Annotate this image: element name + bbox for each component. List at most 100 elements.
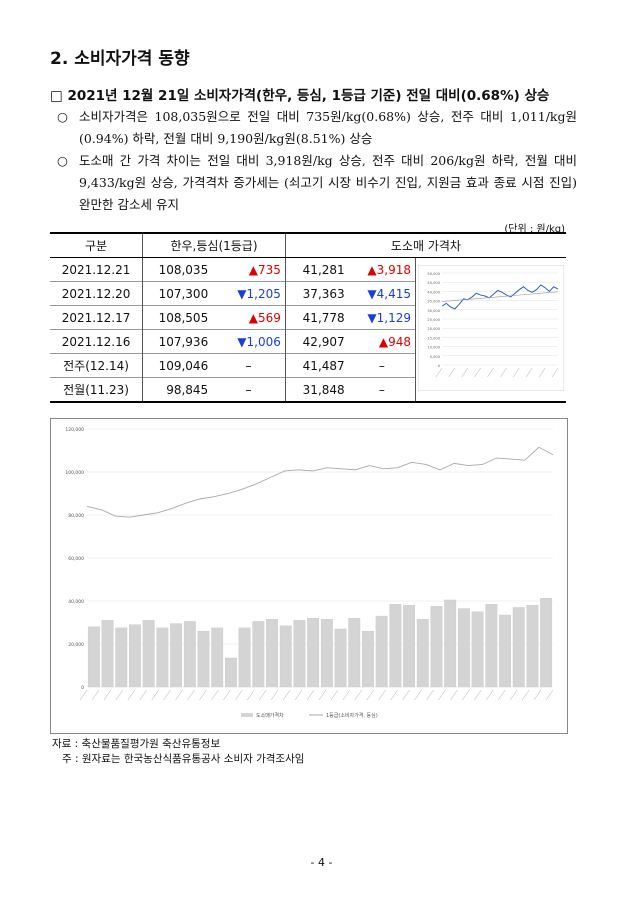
gap-bar: [266, 619, 278, 688]
bullet-price-gap: ○ 도소매 간 가격 차이는 전일 대비 3,918원/kg 상승, 전주 대비…: [57, 150, 577, 216]
gap-bar: [334, 628, 347, 688]
hanwoo-price: 108,035: [142, 257, 213, 282]
x-tick-mark: [545, 689, 554, 701]
gap-bar: [211, 627, 224, 688]
gap-bar: [348, 618, 361, 688]
y-tick-label: 50,000: [427, 272, 440, 276]
hanwoo-price: 109,046: [142, 353, 213, 378]
gap-bar: [238, 627, 251, 688]
x-tick-mark: [521, 689, 530, 701]
x-tick-mark: [354, 689, 363, 701]
y-tick-label: 40,000: [427, 290, 440, 294]
x-tick-mark: [498, 689, 506, 701]
hanwoo-change: –: [245, 358, 252, 373]
trend-line: [441, 291, 559, 302]
gap-change: –: [378, 358, 385, 373]
y-tick-label: 0: [81, 685, 84, 691]
hanwoo-price: 107,936: [142, 329, 213, 354]
page-number: - 4 -: [310, 856, 333, 869]
x-tick-mark: [533, 689, 542, 701]
gap-bar: [389, 604, 402, 688]
x-tick-mark: [211, 689, 219, 701]
x-tick-mark: [438, 689, 446, 701]
x-tick-mark: [450, 689, 458, 701]
y-tick-label: 25,000: [427, 318, 440, 322]
hanwoo-price: 108,505: [142, 305, 213, 330]
hanwoo-change: 1,006: [212, 330, 285, 354]
gap-bar: [471, 611, 484, 688]
table-row: 전월(11.23) 98,845 – 31,848 –: [50, 377, 566, 402]
price-trend-svg: 120,000 100,000 80,000 60,000 40,000 20,000 0 도…: [65, 427, 554, 719]
gap-bar: [156, 627, 169, 688]
gap-change: 4,415: [349, 282, 416, 306]
row-label: 2021.12.21: [61, 262, 131, 277]
gap-bar: [183, 621, 196, 688]
gap-bar: [362, 630, 374, 688]
x-tick-mark: [235, 689, 243, 701]
x-tick-mark: [342, 689, 351, 701]
gap-bar: [375, 615, 388, 688]
x-tick-mark: [487, 367, 494, 378]
hanwoo-change: 1,205: [212, 282, 285, 306]
hanwoo-change: –: [245, 382, 252, 397]
x-tick-mark: [187, 689, 195, 701]
gap-value: 37,363: [284, 281, 349, 306]
bullet-text: 소비자가격은 108,035원으로 전일 대비 735원/kg(0.68%) 상…: [79, 109, 577, 146]
gap-bar: [499, 614, 511, 688]
source-note: 자료 : 축산물품질평가원 축산유통정보 주 : 원자료는 한국농산식품유통공사…: [52, 737, 304, 767]
gap-bar: [526, 605, 539, 688]
x-tick-mark: [390, 689, 398, 701]
legend-swatch-bar: [241, 713, 253, 717]
gap-change: 1,129: [349, 306, 416, 330]
x-tick-mark: [378, 689, 386, 701]
row-label: 2021.12.17: [61, 310, 131, 325]
bullet-consumer-price: ○ 소비자가격은 108,035원으로 전일 대비 735원/kg(0.68%)…: [57, 106, 577, 150]
gap-change: 3,918: [349, 258, 416, 282]
x-tick-mark: [462, 689, 470, 701]
x-tick-mark: [127, 689, 135, 701]
gap-bar: [142, 620, 155, 688]
gap-change: 948: [349, 330, 416, 354]
col-header-gap: 도소매 가격차: [284, 233, 566, 258]
x-tick-mark: [91, 689, 100, 701]
legend-label-price: 1등급(소비자가격, 등심): [326, 712, 378, 719]
bullet-mark: ○: [57, 109, 68, 124]
price-table: 구분 한우,등심(1등급) 도소매 가격차 2021.12.21 108,0357…: [50, 232, 566, 403]
x-tick-mark: [330, 689, 339, 701]
x-tick-mark: [294, 689, 303, 701]
hanwoo-price: 98,845: [142, 377, 213, 402]
y-tick-label: 120,000: [65, 427, 84, 433]
x-tick-mark: [282, 689, 291, 701]
gap-bar: [512, 607, 525, 688]
y-tick-label: 100,000: [65, 470, 84, 476]
gap-value: 42,907: [284, 329, 349, 354]
note-text: 주 : 원자료는 한국농산식품유통공사 소비자 가격조사임: [62, 753, 305, 765]
x-tick-mark: [435, 367, 443, 378]
x-tick-mark: [402, 689, 410, 701]
gap-bar: [252, 621, 265, 688]
gap-bar: [430, 606, 443, 688]
y-tick-label: 5,000: [430, 355, 441, 359]
x-tick-mark: [461, 367, 468, 378]
col-header-hanwoo: 한우,등심(1등급): [142, 233, 286, 258]
x-tick-mark: [474, 689, 482, 701]
source-text: 자료 : 축산물품질평가원 축산유통정보: [52, 738, 221, 750]
gap-bar: [129, 624, 141, 688]
x-tick-mark: [426, 689, 434, 701]
bullet-mark: ○: [57, 153, 68, 168]
gap-bar: [540, 598, 553, 688]
gap-bar: [320, 619, 333, 688]
y-tick-label: 40,000: [68, 599, 84, 605]
col-header-category: 구분: [50, 233, 143, 258]
x-tick-mark: [151, 689, 159, 701]
consumer-price-line: [86, 446, 554, 518]
x-tick-mark: [414, 689, 422, 701]
gap-bar: [307, 618, 320, 688]
gap-bar: [197, 630, 210, 688]
gap-bar: [87, 626, 100, 688]
x-tick-mark: [223, 689, 231, 701]
x-tick-mark: [366, 689, 374, 701]
y-tick-label: 30,000: [427, 309, 440, 313]
y-tick-label: 80,000: [68, 513, 84, 519]
